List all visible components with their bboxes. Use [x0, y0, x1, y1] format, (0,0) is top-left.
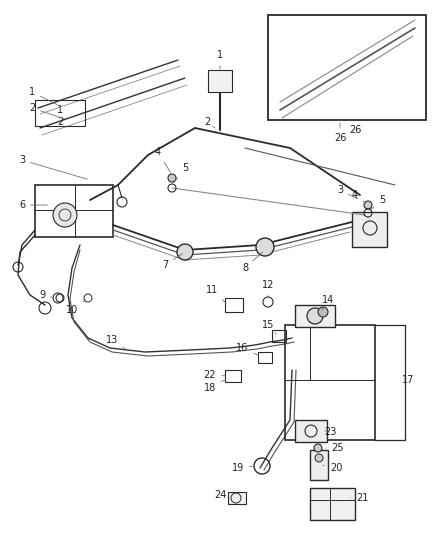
Bar [310, 488, 355, 520]
Bar [295, 420, 327, 442]
Bar [35, 100, 85, 126]
Text: 9: 9 [39, 290, 52, 300]
Bar [225, 298, 243, 312]
Text: 2: 2 [57, 117, 63, 127]
Circle shape [53, 203, 77, 227]
Text: 10: 10 [66, 300, 86, 315]
Circle shape [315, 454, 323, 462]
Bar [258, 352, 272, 363]
Bar [35, 185, 113, 237]
Text: 4: 4 [155, 147, 170, 173]
Bar [268, 15, 426, 120]
Bar [295, 305, 335, 327]
Bar [272, 330, 286, 342]
Text: 1: 1 [29, 87, 57, 105]
Text: 13: 13 [106, 335, 128, 351]
Circle shape [177, 244, 193, 260]
Text: 17: 17 [402, 375, 414, 385]
Text: 3: 3 [19, 155, 87, 179]
Bar [352, 212, 387, 247]
Text: 12: 12 [262, 280, 274, 297]
Text: 7: 7 [162, 254, 183, 270]
Text: 23: 23 [324, 427, 336, 437]
Text: 26: 26 [342, 120, 361, 135]
Bar [208, 70, 232, 92]
Text: 6: 6 [19, 200, 47, 210]
Text: 20: 20 [323, 463, 342, 473]
Text: 16: 16 [236, 343, 258, 355]
Text: 21: 21 [350, 493, 368, 503]
Text: 15: 15 [262, 320, 276, 334]
Circle shape [168, 174, 176, 182]
Circle shape [307, 308, 323, 324]
Bar [225, 370, 241, 382]
Circle shape [318, 307, 328, 317]
Text: 18: 18 [204, 379, 226, 393]
Circle shape [256, 238, 274, 256]
Text: 1: 1 [57, 105, 63, 115]
Text: 26: 26 [334, 123, 346, 143]
Text: 25: 25 [326, 443, 344, 453]
Text: 5: 5 [370, 195, 385, 210]
Text: 2: 2 [204, 117, 215, 128]
Text: 3: 3 [337, 185, 357, 199]
Text: 24: 24 [214, 490, 232, 500]
Bar [310, 450, 328, 480]
Text: 4: 4 [352, 190, 366, 203]
Text: 8: 8 [242, 252, 263, 273]
Text: 19: 19 [232, 463, 252, 473]
Circle shape [314, 444, 322, 452]
Text: 1: 1 [217, 50, 223, 69]
Bar [228, 492, 246, 504]
Text: 22: 22 [204, 370, 225, 380]
Text: 5: 5 [174, 163, 188, 183]
Bar [285, 325, 375, 440]
Circle shape [364, 201, 372, 209]
Text: 14: 14 [322, 295, 334, 310]
Text: 11: 11 [206, 285, 226, 303]
Text: 2: 2 [29, 103, 65, 119]
